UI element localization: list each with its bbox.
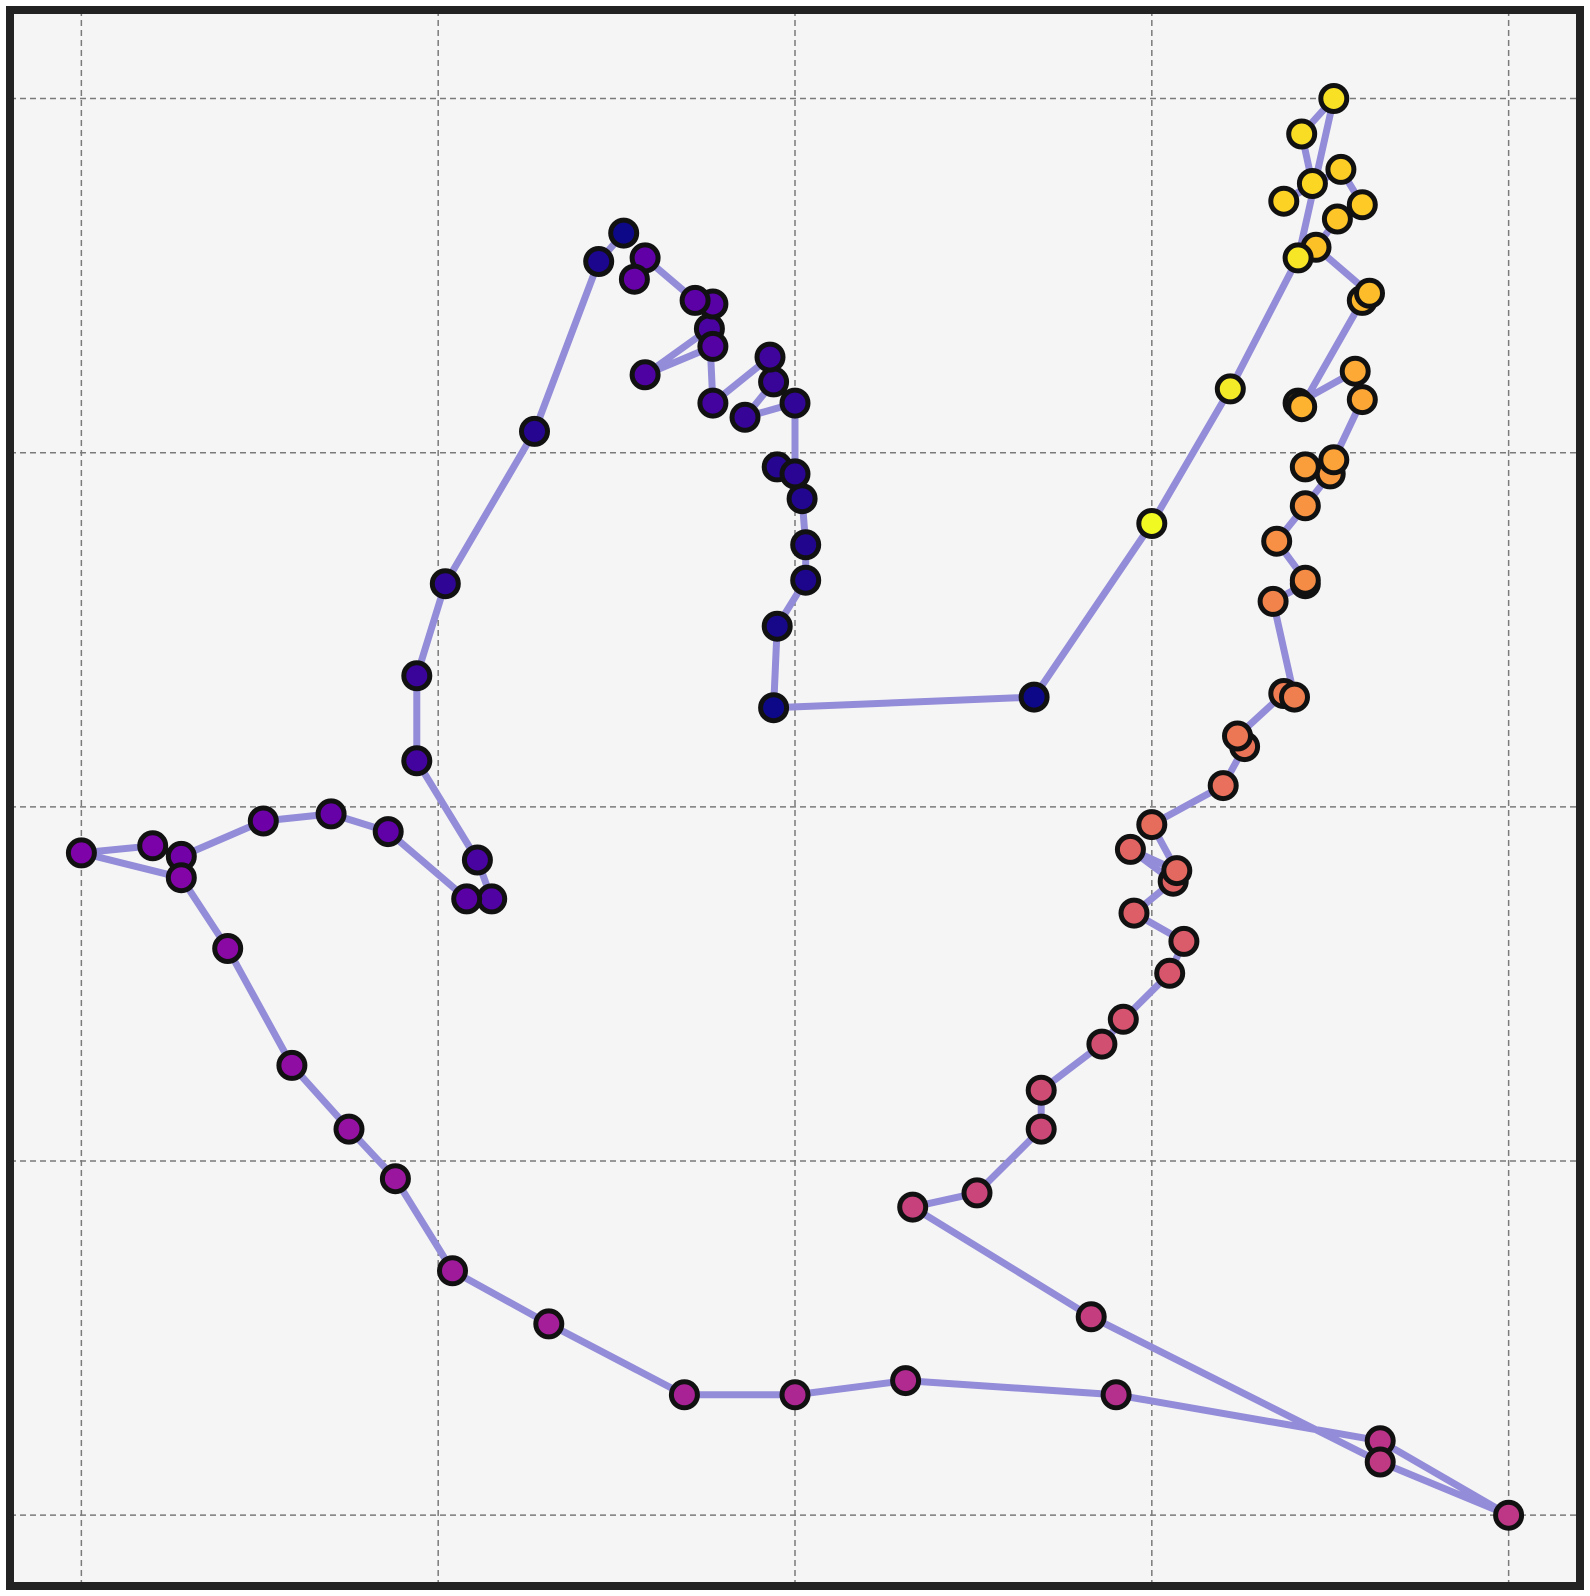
data-point (1075, 1301, 1107, 1333)
data-point (629, 359, 661, 391)
data-point (1346, 384, 1378, 416)
data-point (697, 330, 729, 362)
data-point (519, 415, 550, 447)
data-point (1325, 153, 1357, 185)
data-point (372, 816, 404, 848)
data-point (1118, 897, 1150, 929)
data-point (65, 837, 97, 869)
data-point (1318, 83, 1350, 114)
data-point (315, 798, 347, 830)
data-point (533, 1308, 565, 1340)
data-point (1318, 444, 1350, 476)
data-point (451, 883, 483, 915)
data-point (429, 568, 461, 600)
data-point (583, 246, 615, 277)
data-point (1100, 1379, 1132, 1411)
data-point (461, 844, 493, 876)
data-point (1289, 451, 1321, 483)
data-point (1018, 681, 1050, 713)
data-point (1154, 957, 1186, 989)
data-point (779, 1379, 811, 1411)
data-point (476, 883, 508, 915)
data-point (1268, 185, 1300, 217)
data-point (1321, 203, 1353, 235)
data-point (729, 401, 761, 433)
data-point (1086, 1028, 1118, 1060)
data-point (758, 692, 790, 724)
data-point (890, 1365, 922, 1397)
data-point (1136, 809, 1168, 841)
data-point (1289, 564, 1321, 596)
data-point (1289, 490, 1321, 522)
data-point (1364, 1446, 1396, 1478)
data-point (961, 1177, 993, 1209)
plot-background (10, 10, 1580, 1586)
grid (10, 10, 1580, 1586)
data-point (779, 458, 811, 490)
data-point (790, 564, 822, 596)
data-point (1136, 508, 1168, 539)
data-point (1168, 925, 1200, 957)
data-point (1222, 720, 1253, 752)
data-point (401, 745, 433, 777)
data-point (247, 805, 279, 837)
data-point (1279, 681, 1310, 713)
data-point (1339, 355, 1371, 387)
plot-border (6, 6, 1584, 1590)
data-point (1114, 833, 1146, 865)
data-point (668, 1379, 700, 1411)
data-point (1354, 277, 1385, 309)
data-point (779, 387, 811, 419)
data-point (1261, 525, 1293, 557)
data-point (1161, 855, 1193, 887)
data-point (1107, 1003, 1139, 1035)
data-point (786, 483, 818, 515)
data-point (1207, 770, 1239, 802)
data-point (1296, 168, 1328, 199)
data-point (618, 263, 650, 295)
data-point (401, 660, 433, 692)
data-point (1286, 118, 1318, 150)
data-point (697, 387, 729, 419)
data-point (1025, 1113, 1057, 1145)
data-point (379, 1163, 411, 1195)
data-point (212, 933, 244, 964)
data-point (790, 529, 822, 561)
data-point (165, 862, 197, 894)
data-markers (65, 83, 1525, 1531)
data-point (1257, 585, 1289, 617)
data-point (137, 830, 169, 862)
data-point (276, 1049, 308, 1081)
data-point (758, 366, 790, 398)
data-point (761, 610, 793, 642)
data-point (1214, 373, 1246, 405)
data-point (1286, 391, 1318, 423)
data-point (679, 284, 711, 316)
data-point (1346, 189, 1378, 221)
data-point (608, 217, 640, 249)
data-point (437, 1255, 468, 1287)
data-point (1282, 242, 1314, 274)
data-point (333, 1113, 365, 1145)
data-point (1025, 1074, 1057, 1106)
data-point (1493, 1499, 1525, 1531)
data-point (897, 1191, 929, 1223)
data-point (754, 341, 786, 373)
